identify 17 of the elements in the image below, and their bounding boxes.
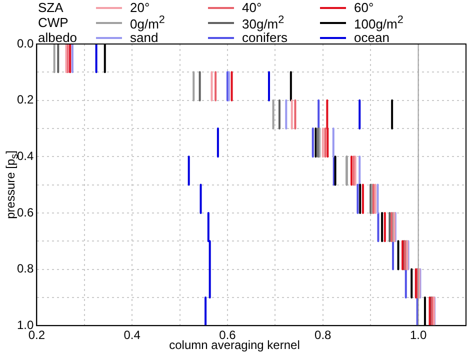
text: SZA <box>37 0 64 14</box>
y-tick-label: 0.0 <box>16 36 34 50</box>
legend-label: 20° <box>130 0 150 14</box>
text: CWP <box>37 14 70 30</box>
legend-label: 40° <box>242 0 262 14</box>
annotation: albedo <box>38 30 78 44</box>
y-tick-label: 0.8 <box>16 262 34 276</box>
legend-label: 0g/m$^{2}$ <box>130 13 165 32</box>
y-tick-label: 0.4 <box>16 148 34 163</box>
x-tick-label: 0.4 <box>124 328 141 342</box>
y-tick-label: 0.2 <box>16 92 34 107</box>
legend-label: 100g/m$^{2}$ <box>354 13 404 32</box>
y-tick-label: 0.6 <box>16 205 34 220</box>
x-tick-label: 0.8 <box>314 328 332 342</box>
legend-label: 30g/m$^{2}$ <box>242 13 284 32</box>
x-tick-label: 1.0 <box>410 328 427 342</box>
legend-label: 60° <box>354 0 374 14</box>
